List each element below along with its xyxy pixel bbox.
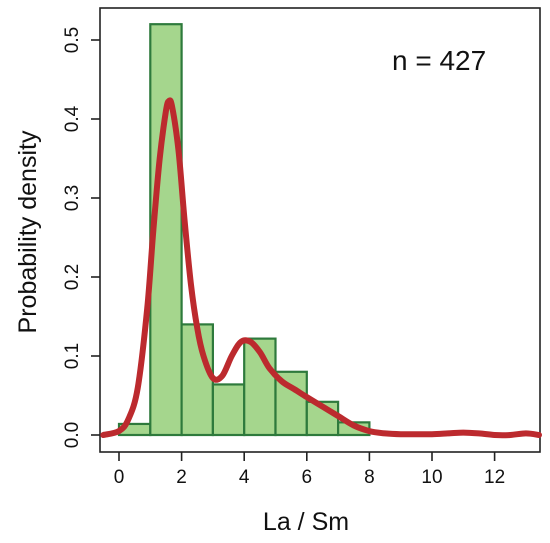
- x-tick-label: 0: [114, 467, 125, 488]
- x-axis-title: La / Sm: [263, 508, 349, 536]
- x-tick-label: 12: [484, 467, 505, 488]
- sample-size-annotation: n = 427: [392, 45, 486, 76]
- y-tick-label: 0.1: [62, 343, 83, 369]
- x-tick-label: 2: [176, 467, 187, 488]
- histogram-bars: [117, 23, 371, 437]
- y-tick-label: 0.2: [62, 264, 83, 290]
- y-tick-label: 0.0: [62, 422, 83, 448]
- x-tick-label: 6: [302, 467, 313, 488]
- y-tick-label: 0.3: [62, 185, 83, 211]
- x-axis: 0 2 4 6 8 10 12: [114, 452, 505, 488]
- y-tick-label: 0.4: [62, 105, 83, 132]
- y-tick-label: 0.5: [62, 27, 83, 53]
- plot-frame: [99, 7, 541, 453]
- density-curve: [100, 97, 542, 439]
- x-tick-label: 8: [364, 467, 375, 488]
- x-tick-label: 10: [421, 467, 442, 488]
- x-tick-label: 4: [239, 467, 250, 488]
- y-axis: 0.0 0.1 0.2 0.3 0.4 0.5: [62, 27, 100, 448]
- y-axis-title: Probability density: [14, 130, 42, 333]
- histogram-bar: [211, 383, 246, 437]
